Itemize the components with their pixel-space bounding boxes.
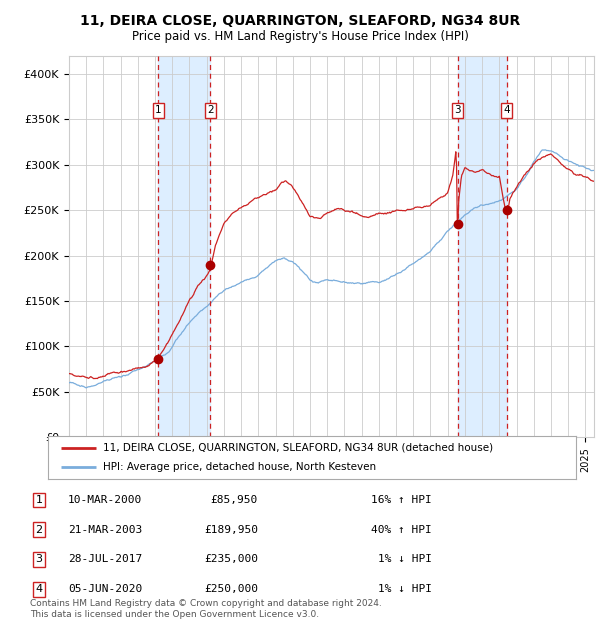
Text: 05-JUN-2020: 05-JUN-2020 — [68, 584, 142, 594]
Text: 1: 1 — [35, 495, 43, 505]
Text: 4: 4 — [503, 105, 510, 115]
Text: 21-MAR-2003: 21-MAR-2003 — [68, 525, 142, 534]
Text: £85,950: £85,950 — [211, 495, 258, 505]
Bar — [158, 56, 211, 437]
Text: Price paid vs. HM Land Registry's House Price Index (HPI): Price paid vs. HM Land Registry's House … — [131, 30, 469, 43]
Text: £235,000: £235,000 — [204, 554, 258, 564]
Text: 11, DEIRA CLOSE, QUARRINGTON, SLEAFORD, NG34 8UR (detached house): 11, DEIRA CLOSE, QUARRINGTON, SLEAFORD, … — [103, 443, 494, 453]
Text: 3: 3 — [454, 105, 461, 115]
Text: 2: 2 — [207, 105, 214, 115]
Text: 10-MAR-2000: 10-MAR-2000 — [68, 495, 142, 505]
Text: 1: 1 — [155, 105, 161, 115]
Text: 2: 2 — [35, 525, 43, 534]
Text: 4: 4 — [35, 584, 43, 594]
Text: 28-JUL-2017: 28-JUL-2017 — [68, 554, 142, 564]
Bar — [458, 56, 507, 437]
Text: £250,000: £250,000 — [204, 584, 258, 594]
Text: 40% ↑ HPI: 40% ↑ HPI — [371, 525, 432, 534]
Text: Contains HM Land Registry data © Crown copyright and database right 2024.
This d: Contains HM Land Registry data © Crown c… — [30, 600, 382, 619]
Text: 1% ↓ HPI: 1% ↓ HPI — [378, 554, 432, 564]
Text: 16% ↑ HPI: 16% ↑ HPI — [371, 495, 432, 505]
Text: 3: 3 — [35, 554, 43, 564]
Text: HPI: Average price, detached house, North Kesteven: HPI: Average price, detached house, Nort… — [103, 463, 377, 472]
Text: 11, DEIRA CLOSE, QUARRINGTON, SLEAFORD, NG34 8UR: 11, DEIRA CLOSE, QUARRINGTON, SLEAFORD, … — [80, 14, 520, 28]
Text: £189,950: £189,950 — [204, 525, 258, 534]
Text: 1% ↓ HPI: 1% ↓ HPI — [378, 584, 432, 594]
